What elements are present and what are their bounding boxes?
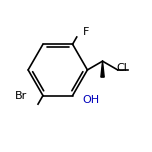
Text: F: F <box>83 27 90 37</box>
Text: OH: OH <box>83 95 100 105</box>
Text: Br: Br <box>15 91 28 101</box>
Polygon shape <box>101 61 104 77</box>
Text: Cl: Cl <box>116 63 127 73</box>
